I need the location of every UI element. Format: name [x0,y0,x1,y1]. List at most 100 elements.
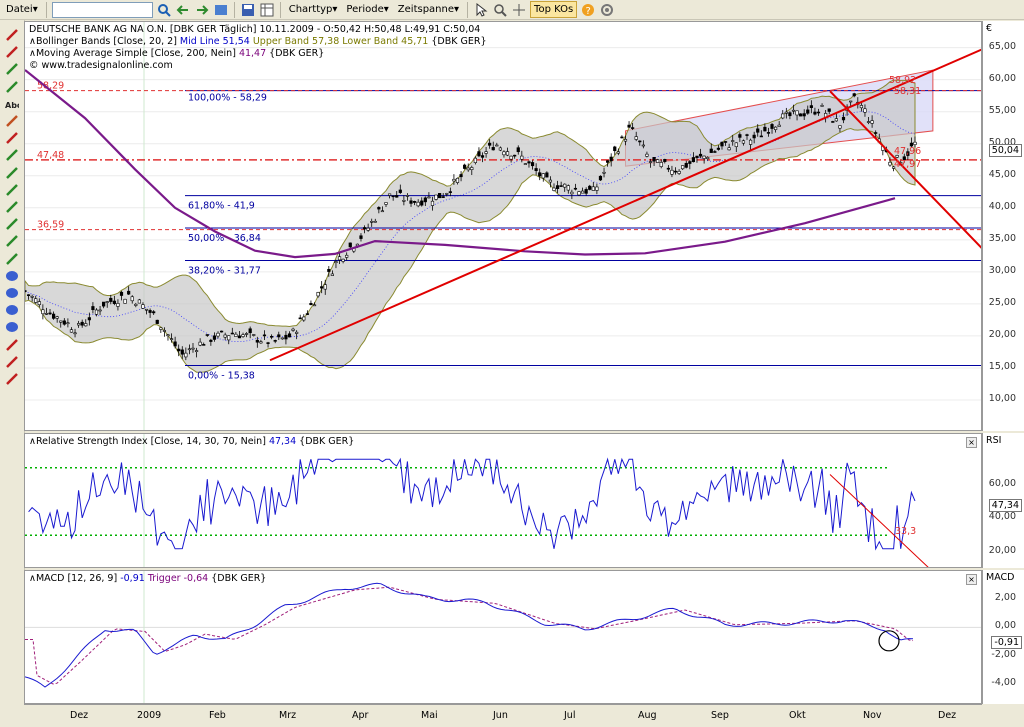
candle-body [291,328,295,331]
rsi-tick-label: 40,00 [988,511,1016,523]
candle-body [813,111,817,115]
candle-body [677,170,681,174]
candle-body [391,195,395,198]
candle-body [484,151,488,154]
table-icon[interactable] [259,2,275,18]
candle-body [616,151,620,154]
channel-label: 47,96 [894,146,921,157]
regression-tool-icon[interactable] [4,165,20,181]
back-arrow-icon[interactable] [175,2,191,18]
text-tool-icon[interactable]: Abc [4,96,20,112]
symbol-search-input[interactable] [51,1,153,18]
rsi-axis[interactable]: RSI 60,00 40,00 20,00 47,34 [982,433,1024,568]
file-menu-label: Datei [6,3,33,15]
refresh-icon[interactable] [213,2,229,18]
bollinger-band-area [25,79,916,373]
macd-pane[interactable]: ∧MACD [12, 26, 9] -0,91 Trigger -0,64 {D… [24,570,982,704]
candle-body [466,167,470,171]
channel-label: 58,31 [894,86,921,97]
period-menu[interactable]: Periode▾ [346,3,389,15]
save-icon[interactable] [240,2,256,18]
candle-body [602,171,606,174]
candle-body [702,155,706,159]
candle-body [345,254,349,258]
candle-body [777,124,781,127]
top-kos-button[interactable]: Top KOs [530,1,578,18]
tool-glyph [6,29,18,41]
triangle-tool-icon[interactable] [4,233,20,249]
macd-close-icon[interactable]: × [966,574,977,585]
price-axis[interactable]: € 65,00 60,00 55,00 50,00 45,00 40,00 35,00 30,… [982,21,1024,431]
crosshair-icon[interactable] [511,2,527,18]
file-menu[interactable]: Datei▾ [6,3,38,15]
price-tick-label: 50,00 [988,136,1016,148]
pen-tool-icon[interactable] [4,130,20,146]
time-axis-label: Aug [638,710,657,721]
candle-body [505,151,510,156]
text-tool-glyph: Abc [5,101,19,110]
gann-tool-icon[interactable] [4,182,20,198]
arrow-tool-icon[interactable] [4,79,20,95]
shape-glyph [6,288,18,298]
ellipse-tool-icon[interactable] [4,268,20,284]
fib-tool-icon[interactable] [4,113,20,129]
circle-tool-icon[interactable] [4,302,20,318]
price-chart-pane[interactable]: 100,00% - 58,29 61,80% - 41,9 50,00% - 36,… [24,21,982,431]
candle-body [34,298,38,303]
candle-body [913,141,917,145]
candle-body [727,147,731,151]
timespan-menu[interactable]: Zeitspanne▾ [397,3,460,15]
line-tool-icon[interactable] [4,27,20,43]
search-icon[interactable] [156,2,172,18]
candle-body [87,317,91,321]
candle-body [409,200,413,204]
candle-body [681,165,685,170]
toolbar-separator [279,1,281,18]
price-tick-label: 30,00 [988,264,1016,276]
rsi-close-icon[interactable]: × [966,437,977,448]
ellipse-tool-glyph [6,270,18,281]
measure-tool-icon[interactable] [4,354,20,370]
channel-tool-icon[interactable] [4,61,20,77]
macd-legend-symbol: {DBK GER} [211,573,267,584]
candle-body [66,322,70,325]
tool-glyph [6,252,18,265]
magnet-icon[interactable] [4,337,20,353]
macd-legend-name: MACD [12, 26, 9] [35,573,121,584]
price-tick-label: 60,00 [988,72,1016,84]
candle-body [691,157,695,163]
candle-body [538,172,542,177]
time-axis[interactable]: Dez 2009 Feb Mrz Apr Mai Jun Jul Aug Sep Okt Nov Dez [24,704,982,727]
macd-current-box: -0,91 [991,636,1022,649]
candle-body [144,308,149,311]
charttype-menu[interactable]: Charttyp▾ [288,3,338,15]
price-tick-label: 35,00 [988,232,1016,244]
candle-body [102,301,106,307]
macd-axis[interactable]: MACD 2,00 0,00 -2,00 -4,00 -0,91 [982,570,1024,704]
settings-icon[interactable] [599,2,615,18]
bollinger-mid-value: Mid Line 51,54 [179,36,253,47]
pencil-tool-icon[interactable] [4,147,20,163]
bowl-tool-icon[interactable] [4,319,20,335]
time-axis-label: Dez [70,710,89,721]
candle-body [123,298,127,304]
help-icon[interactable]: ? [580,2,596,18]
arc-tool-icon[interactable] [4,251,20,267]
bars-tool-icon[interactable] [4,199,20,215]
rectangle-tool-icon[interactable] [4,285,20,301]
pattern-tool-icon[interactable] [4,216,20,232]
candle-body [152,311,156,314]
zoom-icon[interactable] [492,2,508,18]
rsi-pane[interactable]: 33,3 ∧Relative Strength Index [Close, 14… [24,433,982,568]
eraser-tool-icon[interactable] [4,371,20,387]
candle-body [434,194,438,200]
fib-level-label: 100,00% - 58,29 [188,93,267,104]
candle-body [380,210,385,213]
toolbar-separator [233,1,235,18]
candle-body [498,147,502,151]
pointer-icon[interactable] [473,2,489,18]
candle-body [398,189,402,193]
forward-arrow-icon[interactable] [194,2,210,18]
ray-tool-icon[interactable] [4,44,20,60]
price-tick-label: 40,00 [988,200,1016,212]
